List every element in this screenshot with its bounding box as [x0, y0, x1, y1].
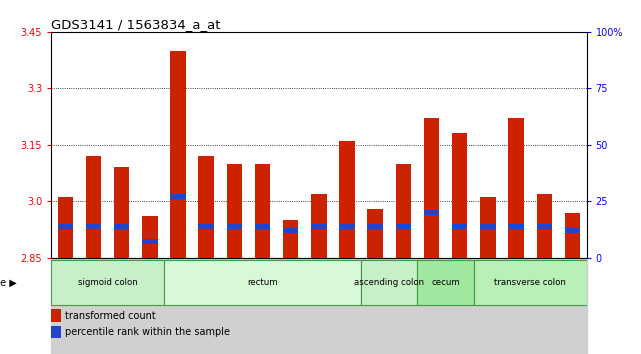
Text: transverse colon: transverse colon	[494, 278, 566, 287]
Bar	[474, 260, 587, 304]
Bar	[424, 210, 439, 215]
Bar	[51, 258, 79, 354]
Bar	[255, 224, 271, 229]
Bar	[367, 224, 383, 229]
Bar	[277, 258, 305, 354]
Text: percentile rank within the sample: percentile rank within the sample	[65, 327, 229, 337]
Bar	[108, 258, 136, 354]
Bar	[58, 198, 73, 258]
Bar	[474, 258, 502, 354]
Bar	[311, 224, 327, 229]
Bar	[283, 228, 299, 233]
Bar	[339, 141, 355, 258]
Bar	[142, 216, 158, 258]
Bar	[417, 258, 445, 354]
Bar	[311, 194, 327, 258]
Bar	[164, 258, 192, 354]
Bar	[361, 260, 417, 304]
Bar	[480, 198, 495, 258]
Bar	[452, 224, 467, 229]
Bar	[86, 224, 101, 229]
Bar	[255, 164, 271, 258]
Bar	[51, 326, 61, 338]
Bar	[114, 224, 129, 229]
Bar	[537, 224, 552, 229]
Bar	[452, 133, 467, 258]
Bar	[417, 260, 474, 304]
Bar	[227, 224, 242, 229]
Bar	[221, 258, 249, 354]
Bar	[171, 51, 186, 258]
Bar	[424, 119, 439, 258]
Bar	[508, 119, 524, 258]
Bar	[283, 220, 299, 258]
Bar	[136, 258, 164, 354]
Bar	[164, 260, 361, 304]
Bar	[199, 156, 214, 258]
Bar	[142, 239, 158, 244]
Bar	[86, 156, 101, 258]
Bar	[508, 224, 524, 229]
Text: sigmoid colon: sigmoid colon	[78, 278, 138, 287]
Bar	[51, 309, 61, 322]
Bar	[530, 258, 558, 354]
Text: GDS3141 / 1563834_a_at: GDS3141 / 1563834_a_at	[51, 18, 221, 31]
Bar	[249, 258, 277, 354]
Bar	[565, 228, 580, 233]
Text: transformed count: transformed count	[65, 310, 155, 320]
Bar	[389, 258, 417, 354]
Bar	[58, 224, 73, 229]
Bar	[171, 194, 186, 199]
Bar	[305, 258, 333, 354]
Bar	[565, 212, 580, 258]
Bar	[192, 258, 221, 354]
Bar	[395, 164, 411, 258]
Bar	[333, 258, 361, 354]
Text: cecum: cecum	[431, 278, 460, 287]
Bar	[395, 224, 411, 229]
Bar	[367, 209, 383, 258]
Text: ascending colon: ascending colon	[354, 278, 424, 287]
Text: tissue ▶: tissue ▶	[0, 277, 17, 287]
Bar	[480, 224, 495, 229]
Bar	[79, 258, 108, 354]
Bar	[361, 258, 389, 354]
Bar	[558, 258, 587, 354]
Bar	[445, 258, 474, 354]
Bar	[51, 260, 164, 304]
Bar	[339, 224, 355, 229]
Bar	[502, 258, 530, 354]
Bar	[537, 194, 552, 258]
Bar	[199, 224, 214, 229]
Text: rectum: rectum	[247, 278, 278, 287]
Bar	[227, 164, 242, 258]
Bar	[114, 167, 129, 258]
